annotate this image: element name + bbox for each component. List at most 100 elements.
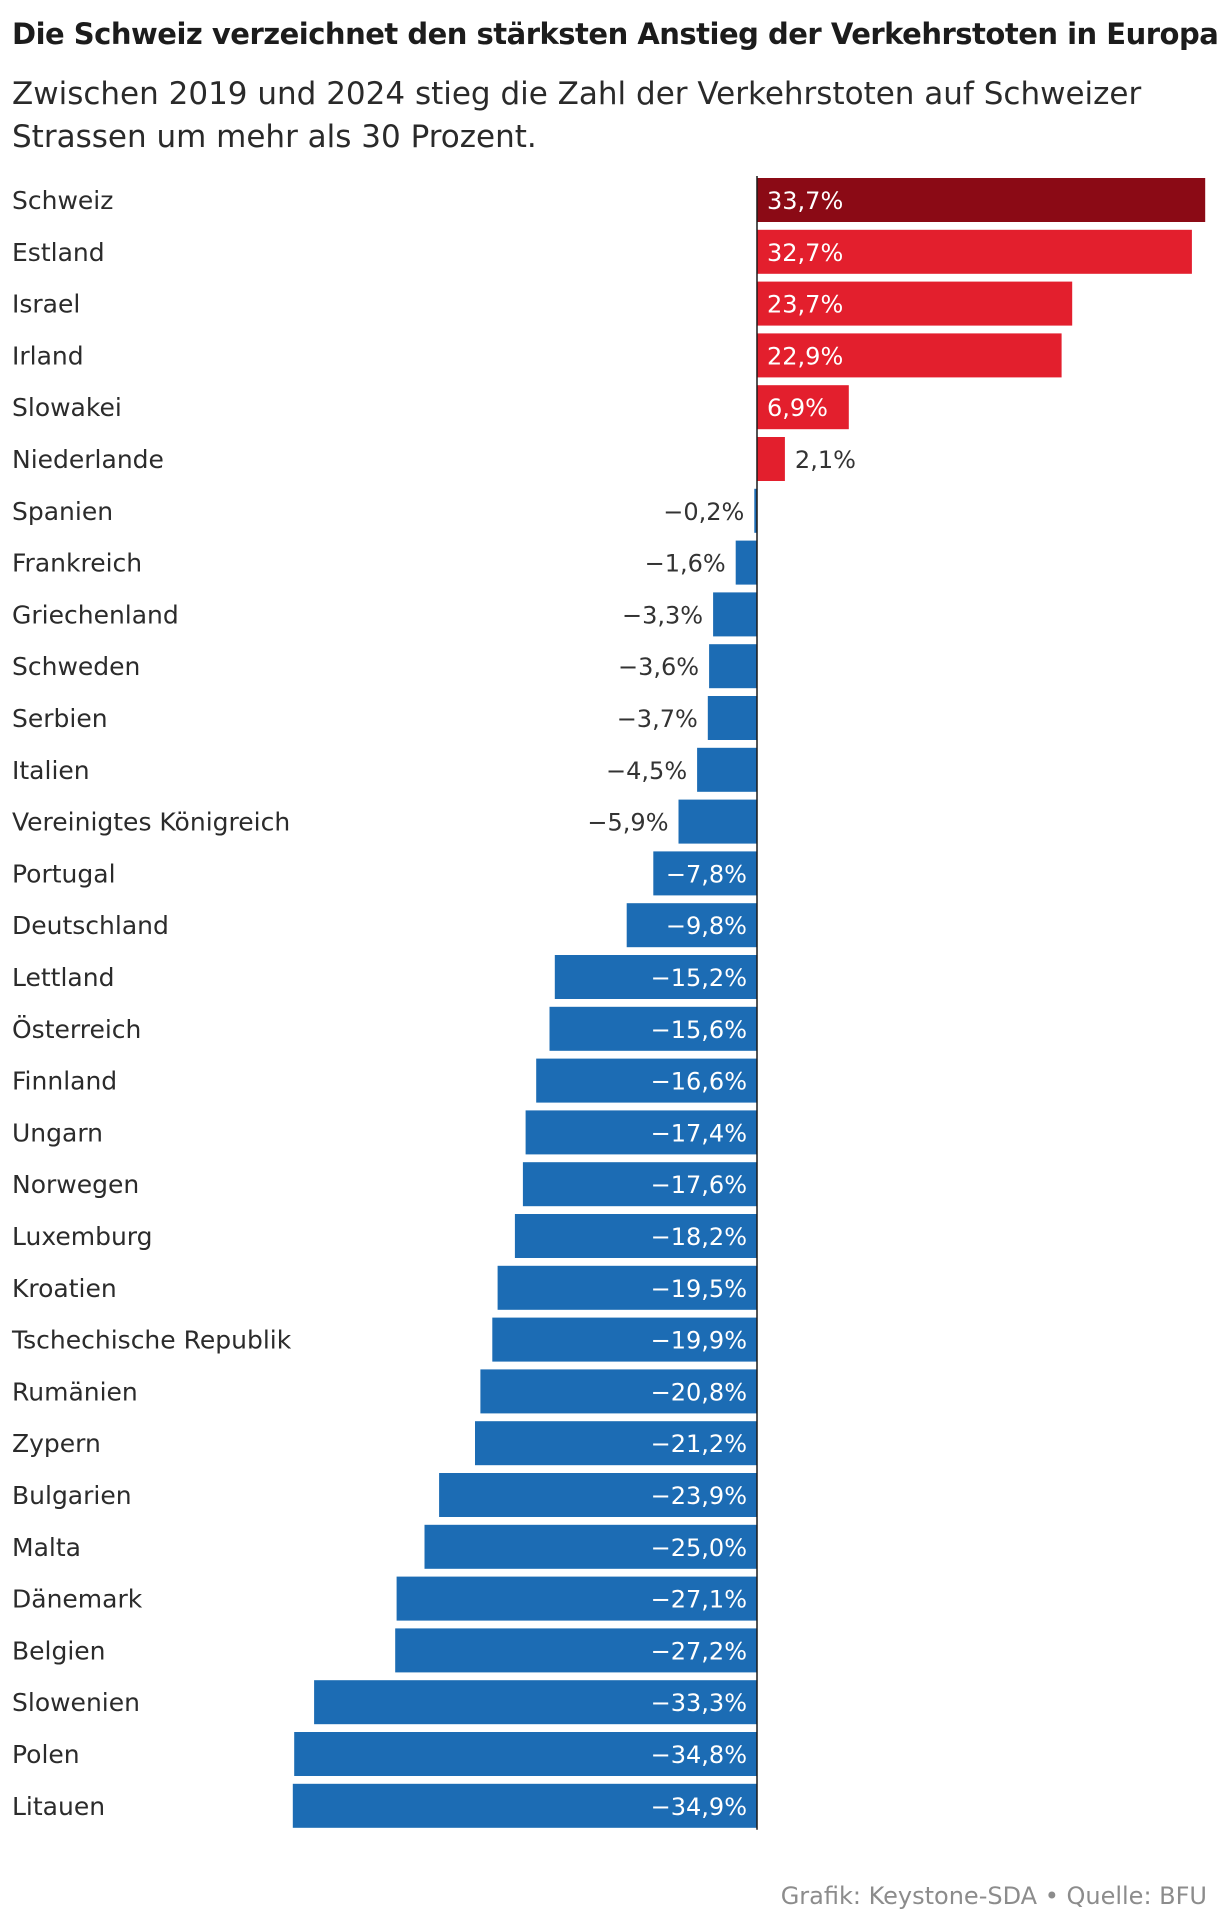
category-label-italien: Italien (12, 756, 90, 785)
bar-luxemburg (514, 1214, 757, 1258)
bar-irland (757, 333, 1062, 378)
category-label-niederlande: Niederlande (12, 445, 164, 474)
category-label-zypern: Zypern (12, 1429, 101, 1458)
value-label-niederlande: 2,1% (795, 446, 856, 474)
value-label-slowakei: 6,9% (767, 394, 828, 422)
value-label-tschechische-republik: −19,9% (651, 1327, 747, 1355)
value-label-frankreich: −1,6% (645, 550, 726, 578)
value-label-serbien: −3,7% (617, 705, 698, 733)
category-label-schweiz: Schweiz (12, 186, 113, 215)
value-label-polen: −34,8% (651, 1741, 747, 1769)
value-label-kroatien: −19,5% (651, 1275, 747, 1303)
bar-vereinigtes-koenigreich (678, 799, 757, 844)
chart-subtitle: Zwischen 2019 und 2024 stieg die Zahl de… (12, 76, 1142, 155)
category-label-slowakei: Slowakei (12, 393, 122, 422)
bar-griechenland (713, 592, 757, 637)
bar-spanien (754, 488, 757, 533)
value-label-malta: −25,0% (651, 1534, 747, 1562)
value-label-litauen: −34,9% (651, 1793, 747, 1821)
bars-layer (292, 178, 1206, 1828)
bar-kroatien (497, 1265, 757, 1310)
bar-schweden (709, 644, 757, 689)
category-label-belgien: Belgien (12, 1636, 106, 1665)
value-label-lettland: −15,2% (651, 964, 747, 992)
category-labels-layer: Schweiz Estland Israel Irland Slowakei Nieder… (11, 186, 292, 1821)
bar-schweiz (757, 178, 1206, 222)
category-label-kroatien: Kroatien (12, 1274, 117, 1303)
value-label-deutschland: −9,8% (666, 912, 747, 940)
bar-portugal (653, 851, 757, 896)
category-label-portugal: Portugal (12, 859, 116, 888)
source-note: Grafik: Keystone-SDA • Quelle: BFU (780, 1882, 1207, 1910)
value-label-schweden: −3,6% (618, 653, 699, 681)
bar-frankreich (735, 540, 757, 585)
bar-deutschland (626, 903, 757, 948)
bar-bulgarien (439, 1473, 757, 1517)
bar-slowenien (314, 1680, 757, 1725)
value-label-spanien: −0,2% (663, 498, 744, 526)
category-label-griechenland: Griechenland (12, 600, 179, 629)
category-label-irland: Irland (12, 341, 84, 370)
bar-malta (424, 1524, 757, 1569)
category-label-estland: Estland (12, 238, 105, 267)
category-label-ungarn: Ungarn (12, 1118, 103, 1147)
value-label-israel: 23,7% (767, 291, 843, 319)
value-label-irland: 22,9% (767, 342, 843, 370)
value-label-portugal: −7,8% (666, 860, 747, 888)
value-label-luxemburg: −18,2% (651, 1223, 747, 1251)
bar-zypern (475, 1421, 757, 1466)
category-label-tschechische-republik: Tschechische Republik (11, 1326, 292, 1355)
category-label-rumaenien: Rumänien (12, 1377, 138, 1406)
bar-slowakei (757, 385, 849, 430)
category-label-norwegen: Norwegen (12, 1170, 139, 1199)
chart-title: Die Schweiz verzeichnet den stärksten An… (12, 17, 1219, 51)
bar-belgien (395, 1628, 757, 1673)
value-label-zypern: −21,2% (651, 1430, 747, 1458)
category-label-daenemark: Dänemark (12, 1585, 143, 1614)
bar-israel (757, 281, 1073, 326)
value-label-bulgarien: −23,9% (651, 1482, 747, 1510)
category-label-lettland: Lettland (12, 963, 114, 992)
value-label-ungarn: −17,4% (651, 1119, 747, 1147)
bar-polen (294, 1732, 757, 1776)
bar-serbien (707, 696, 757, 740)
value-label-oesterreich: −15,6% (651, 1016, 747, 1044)
category-label-deutschland: Deutschland (12, 911, 169, 940)
bar-daenemark (396, 1576, 757, 1621)
bar-ungarn (525, 1110, 757, 1155)
category-label-vereinigtes-koenigreich: Vereinigtes Königreich (12, 808, 290, 837)
bar-norwegen (522, 1162, 757, 1207)
value-label-belgien: −27,2% (651, 1637, 747, 1665)
bar-niederlande (757, 437, 785, 481)
category-label-luxemburg: Luxemburg (12, 1222, 153, 1251)
bar-litauen (292, 1783, 757, 1828)
bar-lettland (554, 955, 757, 999)
value-label-griechenland: −3,3% (622, 601, 703, 629)
value-label-rumaenien: −20,8% (651, 1378, 747, 1406)
category-label-israel: Israel (12, 290, 80, 319)
bar-tschechische-republik (492, 1317, 757, 1362)
value-label-italien: −4,5% (606, 757, 687, 785)
value-label-finnland: −16,6% (651, 1068, 747, 1096)
category-label-slowenien: Slowenien (12, 1688, 140, 1717)
bar-oesterreich (549, 1006, 757, 1051)
category-label-finnland: Finnland (12, 1067, 117, 1096)
bar-chart: Schweiz Estland Israel Irland Slowakei Nieder… (11, 176, 1206, 1830)
category-label-spanien: Spanien (12, 497, 113, 526)
bar-estland (757, 229, 1192, 274)
category-label-polen: Polen (12, 1740, 80, 1769)
value-label-schweiz: 33,7% (767, 187, 843, 215)
value-label-vereinigtes-koenigreich: −5,9% (587, 809, 668, 837)
bar-rumaenien (480, 1369, 757, 1414)
value-label-slowenien: −33,3% (651, 1689, 747, 1717)
value-labels-layer: 33,7% 32,7% 23,7% 22,9% 6,9% 2,1% −0,2% −1,6% −3… (587, 187, 855, 1821)
category-label-frankreich: Frankreich (12, 549, 142, 578)
category-label-litauen: Litauen (12, 1792, 105, 1821)
category-label-bulgarien: Bulgarien (12, 1481, 132, 1510)
category-label-serbien: Serbien (12, 704, 108, 733)
value-label-estland: 32,7% (767, 239, 843, 267)
bar-finnland (536, 1058, 757, 1103)
category-label-malta: Malta (12, 1533, 81, 1562)
category-label-oesterreich: Österreich (12, 1015, 141, 1044)
value-label-norwegen: −17,6% (651, 1171, 747, 1199)
